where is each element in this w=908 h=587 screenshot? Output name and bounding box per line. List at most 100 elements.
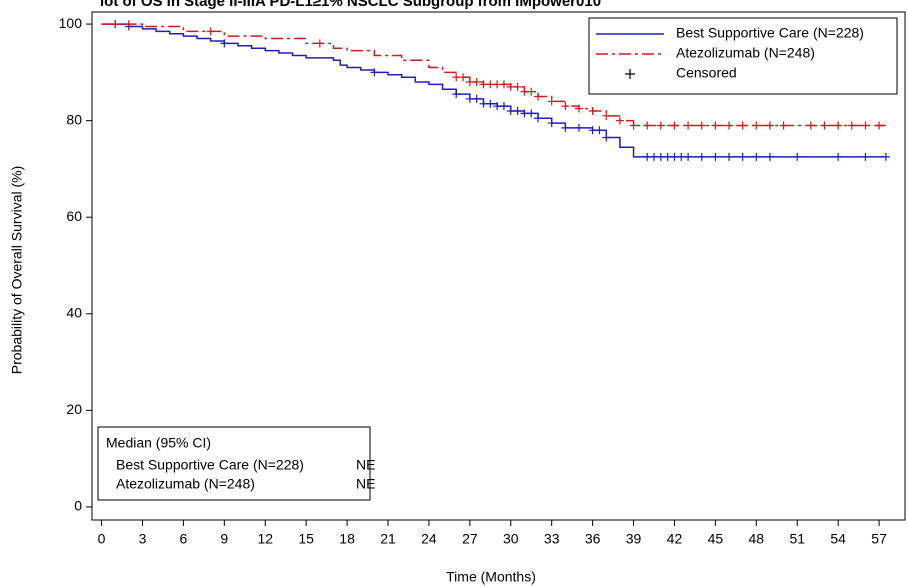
censor-mark xyxy=(711,121,720,130)
censor-mark xyxy=(493,102,502,111)
censor-mark xyxy=(725,121,734,130)
censor-mark xyxy=(472,78,481,87)
x-tick-label: 12 xyxy=(257,531,273,547)
y-axis-label: Probability of Overall Survival (%) xyxy=(9,166,25,375)
x-tick-label: 33 xyxy=(544,531,560,547)
x-tick-label: 42 xyxy=(667,531,683,547)
legend-label: Censored xyxy=(676,65,737,81)
censor-mark xyxy=(793,152,802,161)
x-tick-label: 45 xyxy=(708,531,724,547)
censor-mark xyxy=(513,106,522,115)
median-box xyxy=(97,426,371,501)
censor-mark xyxy=(684,121,693,130)
censor-mark xyxy=(561,123,570,132)
chart-title: lot of OS in Stage II-IIIA PD-L1≥1% NSCL… xyxy=(100,0,601,10)
censor-mark xyxy=(452,90,461,99)
censor-mark xyxy=(588,126,597,135)
x-tick-label: 3 xyxy=(139,531,147,547)
x-tick-label: 15 xyxy=(298,531,314,547)
median-label: Best Supportive Care (N=228) xyxy=(116,457,304,473)
censor-mark xyxy=(847,121,856,130)
censor-mark xyxy=(506,82,515,91)
censor-mark xyxy=(479,99,488,108)
censor-mark xyxy=(697,152,706,161)
legend-label: Best Supportive Care (N=228) xyxy=(676,25,864,41)
median-label: Atezolizumab (N=248) xyxy=(116,476,255,492)
censor-mark xyxy=(629,121,638,130)
censor-mark xyxy=(527,87,536,96)
x-tick-label: 54 xyxy=(830,531,846,547)
censor-mark xyxy=(472,94,481,103)
legend-censor-symbol xyxy=(625,69,635,79)
censor-mark xyxy=(534,92,543,101)
censor-mark xyxy=(670,152,679,161)
censor-mark xyxy=(615,116,624,125)
y-tick-label: 0 xyxy=(74,498,82,514)
censor-mark xyxy=(643,121,652,130)
censor-mark xyxy=(370,68,379,77)
censor-mark xyxy=(738,152,747,161)
median-value: NE xyxy=(356,457,375,473)
censor-mark xyxy=(459,73,468,82)
censor-mark xyxy=(206,27,215,36)
censor-mark xyxy=(820,121,829,130)
censor-mark xyxy=(561,102,570,111)
x-tick-label: 6 xyxy=(179,531,187,547)
censor-mark xyxy=(465,78,474,87)
x-tick-label: 51 xyxy=(789,531,805,547)
censor-mark xyxy=(499,80,508,89)
censor-mark xyxy=(834,152,843,161)
censor-mark xyxy=(861,152,870,161)
censor-mark xyxy=(499,102,508,111)
x-tick-label: 18 xyxy=(339,531,355,547)
censor-mark xyxy=(111,20,120,29)
censor-mark xyxy=(574,104,583,113)
censor-mark xyxy=(765,121,774,130)
x-axis-label: Time (Months) xyxy=(446,569,536,585)
plot-frame xyxy=(91,11,906,521)
censor-mark xyxy=(124,20,133,29)
censor-mark xyxy=(602,133,611,142)
censor-mark xyxy=(493,80,502,89)
y-tick-label: 40 xyxy=(66,305,82,321)
censor-mark xyxy=(752,121,761,130)
x-tick-label: 57 xyxy=(871,531,887,547)
censor-mark xyxy=(534,114,543,123)
legend-box xyxy=(588,17,898,95)
x-tick-label: 21 xyxy=(380,531,396,547)
censor-mark xyxy=(650,152,659,161)
censor-mark xyxy=(656,121,665,130)
median-value: NE xyxy=(356,476,375,492)
median-title: Median (95% CI) xyxy=(106,435,211,451)
x-tick-label: 27 xyxy=(462,531,478,547)
y-tick-label: 20 xyxy=(66,401,82,417)
x-tick-label: 48 xyxy=(749,531,765,547)
x-tick-label: 36 xyxy=(585,531,601,547)
legend-label: Atezolizumab (N=248) xyxy=(676,45,815,61)
censor-mark xyxy=(520,109,529,118)
censor-mark xyxy=(711,152,720,161)
censor-mark xyxy=(670,121,679,130)
x-tick-label: 30 xyxy=(503,531,519,547)
censor-mark xyxy=(547,119,556,128)
censor-mark xyxy=(738,121,747,130)
censor-mark xyxy=(595,126,604,135)
censor-mark xyxy=(725,152,734,161)
censor-mark xyxy=(765,152,774,161)
y-tick-label: 80 xyxy=(66,111,82,127)
censor-mark xyxy=(315,39,324,48)
x-tick-label: 9 xyxy=(220,531,228,547)
y-tick-label: 100 xyxy=(59,15,83,31)
censor-mark xyxy=(520,87,529,96)
censor-mark xyxy=(513,82,522,91)
censor-mark xyxy=(574,123,583,132)
censor-mark xyxy=(643,152,652,161)
x-tick-label: 0 xyxy=(98,531,106,547)
censor-mark xyxy=(861,121,870,130)
censor-mark xyxy=(486,99,495,108)
censor-mark xyxy=(452,73,461,82)
censor-mark xyxy=(479,80,488,89)
x-tick-label: 39 xyxy=(626,531,642,547)
censor-mark xyxy=(663,152,672,161)
